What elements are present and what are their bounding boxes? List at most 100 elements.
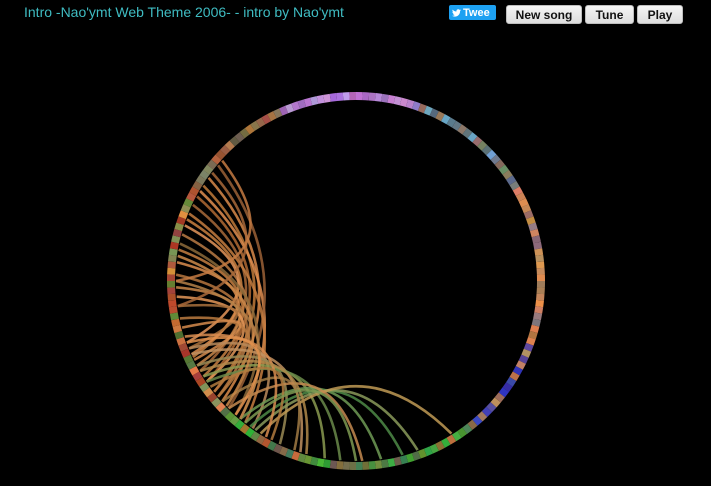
ring-segment bbox=[167, 261, 176, 269]
tweet-button[interactable]: Twee bbox=[449, 5, 496, 20]
chord-arc bbox=[175, 273, 249, 393]
ring-segment bbox=[451, 120, 462, 131]
top-bar: Intro -Nao'ymt Web Theme 2006- - intro b… bbox=[0, 0, 711, 28]
ring-segment bbox=[405, 99, 415, 109]
ring-segment bbox=[192, 180, 203, 191]
ring-segment bbox=[234, 132, 245, 143]
tune-button[interactable]: Tune bbox=[585, 5, 634, 24]
chord-arc bbox=[259, 385, 453, 435]
ring-segment bbox=[393, 96, 402, 106]
ring-segment bbox=[267, 440, 277, 451]
ring-segment bbox=[255, 434, 266, 445]
ring-segment bbox=[423, 446, 433, 457]
ring-segment bbox=[457, 124, 468, 135]
ring-segment bbox=[192, 371, 203, 382]
ring-segment bbox=[229, 136, 240, 147]
ring-segment bbox=[207, 392, 218, 403]
chord-arc bbox=[227, 382, 364, 462]
ring-segment bbox=[417, 103, 427, 114]
ring-segment bbox=[535, 299, 544, 308]
chord-arc bbox=[206, 367, 342, 461]
ring-segment bbox=[374, 460, 383, 469]
ring-segment bbox=[435, 111, 445, 122]
ring-segment bbox=[417, 448, 427, 459]
ring-segment bbox=[533, 241, 543, 250]
ring-segment bbox=[285, 103, 295, 114]
ring-segment bbox=[411, 101, 421, 111]
ring-segment bbox=[195, 376, 206, 387]
ring-segment bbox=[186, 360, 197, 370]
ring-segment bbox=[486, 402, 497, 413]
ring-segment bbox=[310, 96, 319, 106]
ring-segment bbox=[323, 93, 331, 103]
ring-segment bbox=[297, 99, 307, 109]
ring-segment bbox=[490, 397, 501, 408]
ring-segment bbox=[411, 451, 421, 461]
chord-arc bbox=[217, 164, 266, 409]
ring-segment bbox=[195, 175, 206, 186]
ring-segment bbox=[528, 330, 538, 340]
chord-arc bbox=[244, 388, 358, 462]
ring-segment bbox=[239, 128, 250, 139]
ring-segment bbox=[462, 423, 473, 434]
ring-segment bbox=[176, 336, 186, 346]
ring-segment bbox=[490, 154, 501, 165]
ring-segment bbox=[291, 101, 301, 111]
ring-segment bbox=[446, 117, 457, 128]
ring-segment bbox=[255, 117, 266, 128]
ring-segment bbox=[381, 93, 389, 103]
ring-segment bbox=[189, 366, 200, 376]
chord-arc bbox=[177, 254, 255, 407]
twitter-bird-icon bbox=[452, 8, 461, 17]
ring-segment bbox=[189, 186, 200, 196]
ring-segment bbox=[174, 222, 184, 232]
ring-segment bbox=[267, 111, 277, 122]
ring-segment bbox=[423, 105, 433, 116]
ring-segment bbox=[183, 198, 194, 208]
ring-segment bbox=[171, 235, 181, 244]
ring-segment bbox=[168, 248, 178, 256]
ring-segment bbox=[220, 406, 231, 417]
ring-segment bbox=[399, 454, 409, 465]
ring-segment bbox=[168, 299, 177, 308]
ring-segment bbox=[180, 348, 191, 358]
ring-segment bbox=[518, 198, 529, 208]
ring-segment bbox=[387, 94, 396, 104]
ring-segment bbox=[512, 186, 523, 196]
ring-segment bbox=[215, 149, 226, 160]
ring-segment bbox=[279, 446, 289, 457]
ring-segment bbox=[529, 228, 540, 238]
ring-segment bbox=[215, 402, 226, 413]
chord-arc bbox=[184, 333, 278, 438]
ring-segment bbox=[531, 235, 541, 244]
ring-segment bbox=[446, 434, 457, 445]
ring-segment bbox=[486, 149, 497, 160]
ring-segment bbox=[211, 397, 222, 408]
ring-segment bbox=[534, 306, 544, 314]
chord-arc bbox=[191, 348, 303, 453]
ring-segment bbox=[203, 164, 214, 175]
ring-segment bbox=[467, 132, 478, 143]
chord-arcs bbox=[175, 159, 453, 462]
ring-segment bbox=[186, 192, 197, 202]
ring-segment bbox=[387, 458, 396, 468]
chord-arc bbox=[175, 159, 252, 283]
play-button[interactable]: Play bbox=[637, 5, 683, 24]
chord-arc bbox=[254, 389, 419, 451]
chord-arc bbox=[176, 260, 239, 356]
ring-segment bbox=[207, 159, 218, 170]
ring-segment bbox=[169, 312, 179, 321]
ring-segment bbox=[368, 92, 376, 101]
tweet-label: Twee bbox=[463, 6, 490, 19]
ring-segment bbox=[526, 216, 536, 226]
new-song-button[interactable]: New song bbox=[506, 5, 582, 24]
ring-segment bbox=[224, 140, 235, 151]
ring-segment bbox=[535, 254, 544, 263]
chord-arc bbox=[184, 224, 240, 344]
ring-segment bbox=[477, 411, 488, 422]
ring-segment bbox=[285, 448, 295, 459]
ring-segment bbox=[176, 216, 186, 226]
ring-segment bbox=[498, 387, 509, 398]
ring-segment bbox=[521, 204, 532, 214]
